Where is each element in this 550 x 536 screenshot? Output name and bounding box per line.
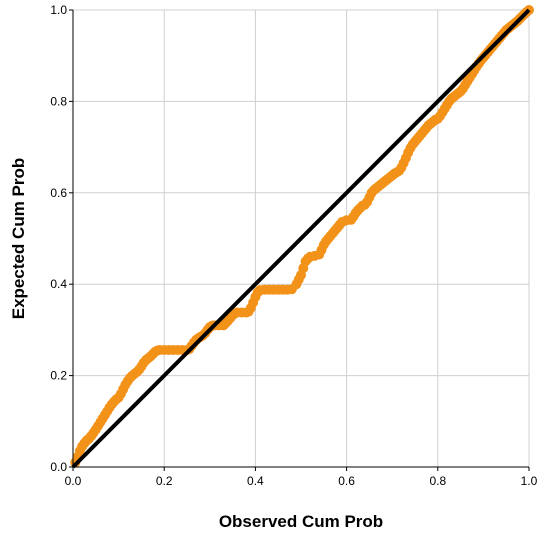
axes: [69, 9, 530, 471]
y-tick-labels: 0.0 0.2 0.4 0.6 0.8 1.0: [50, 3, 67, 474]
y-tick-label: 0.4: [50, 277, 67, 291]
reference-line: [71, 8, 531, 469]
y-axis-title: Expected Cum Prob: [9, 158, 28, 320]
x-tick-label: 0.8: [429, 474, 446, 488]
x-tick-label: 0.4: [247, 474, 264, 488]
y-tick-label: 0.0: [50, 460, 67, 474]
y-tick-label: 0.2: [50, 369, 67, 383]
x-axis-title: Observed Cum Prob: [219, 512, 383, 531]
x-tick-label: 0.2: [156, 474, 173, 488]
x-tick-labels: 0.0 0.2 0.4 0.6 0.8 1.0: [65, 474, 538, 488]
y-tick-label: 1.0: [50, 3, 67, 17]
x-tick-label: 1.0: [521, 474, 538, 488]
y-tick-label: 0.8: [50, 94, 67, 108]
y-tick-label: 0.6: [50, 186, 67, 200]
data-points: [70, 5, 534, 468]
x-tick-label: 0.0: [65, 474, 82, 488]
x-tick-label: 0.6: [338, 474, 355, 488]
